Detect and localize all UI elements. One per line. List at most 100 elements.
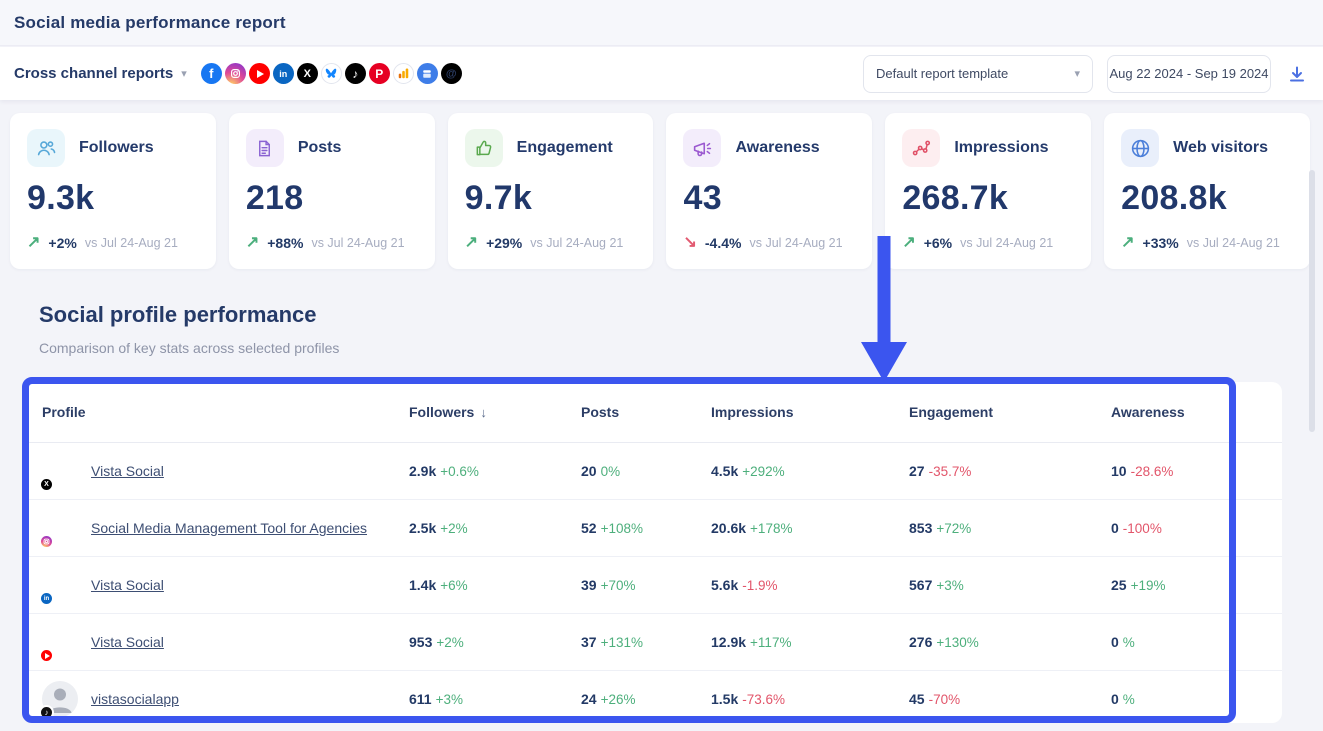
- column-header-posts[interactable]: Posts: [581, 404, 620, 420]
- column-header-followers[interactable]: Followers ↓: [409, 404, 487, 420]
- column-header-engagement[interactable]: Engagement: [909, 404, 994, 420]
- posts-icon: [245, 129, 284, 167]
- cross-channel-reports-dropdown[interactable]: Cross channel reports ▾: [14, 65, 187, 82]
- top-bar: Social media performance report: [0, 0, 1323, 46]
- youtube-icon[interactable]: [248, 63, 270, 84]
- report-template-select[interactable]: Default report template ▾: [863, 54, 1093, 93]
- avatar: ♪: [39, 681, 78, 720]
- avatar: [39, 624, 78, 663]
- stat-label: Awareness: [735, 139, 820, 156]
- awareness-icon: [683, 129, 722, 167]
- section-title: Social profile performance: [39, 302, 317, 327]
- download-icon: [1290, 66, 1304, 81]
- tiktok-badge-icon: ♪: [39, 705, 54, 720]
- web-visitors-icon: [1121, 129, 1160, 167]
- stat-compare: vs Jul 24-Aug 21: [749, 236, 843, 250]
- facebook-icon[interactable]: f: [200, 63, 222, 84]
- impressions-icon: [902, 129, 941, 167]
- stat-compare: vs Jul 24-Aug 21: [84, 236, 178, 250]
- linkedin-icon[interactable]: in: [272, 63, 294, 84]
- avatar: [39, 510, 78, 549]
- stat-value: 43: [683, 179, 722, 217]
- engagement-icon: [464, 129, 503, 167]
- stat-change: -4.4%: [704, 235, 742, 251]
- instagram-icon[interactable]: [224, 63, 246, 84]
- stat-label: Posts: [297, 139, 342, 156]
- download-report-button[interactable]: [1285, 62, 1309, 86]
- profile-link[interactable]: vistasocialapp: [91, 691, 179, 707]
- stat-card-followers: Followers 9.3k ↗ +2% vs Jul 24-Aug 21: [10, 113, 216, 269]
- table-row: X Vista Social 2.9k +0.6% 20 0% 4.5k +292% …: [26, 443, 1282, 500]
- stat-compare: vs Jul 24-Aug 21: [311, 236, 405, 250]
- trend-up-icon: ↗: [464, 234, 479, 251]
- google-analytics-icon[interactable]: [392, 63, 414, 84]
- stat-change: +29%: [486, 235, 523, 251]
- stat-change: +6%: [923, 235, 953, 251]
- table-row: Social Media Management Tool for Agencie…: [26, 500, 1282, 557]
- stat-compare: vs Jul 24-Aug 21: [530, 236, 624, 250]
- cross-channel-reports-label: Cross channel reports: [14, 65, 174, 82]
- stat-cards: Followers 9.3k ↗ +2% vs Jul 24-Aug 21 Po…: [10, 113, 1310, 269]
- stat-label: Followers: [79, 139, 154, 156]
- youtube-badge-icon: [39, 648, 54, 663]
- profile-link[interactable]: Vista Social: [91, 463, 164, 479]
- x-badge-icon: X: [39, 477, 54, 492]
- stat-value: 268.7k: [902, 179, 1009, 217]
- trend-up-icon: ↗: [27, 234, 41, 251]
- profile-link[interactable]: Vista Social: [91, 634, 164, 650]
- channel-icon-list: f in X ♪ P @: [200, 63, 462, 84]
- trend-up-icon: ↗: [1121, 234, 1135, 251]
- chevron-down-icon: ▾: [181, 68, 187, 80]
- stat-card-posts: Posts 218 ↗ +88% vs Jul 24-Aug 21: [228, 113, 435, 269]
- toolbar-right: Default report template ▾ Aug 22 2024 - …: [863, 54, 1309, 93]
- stat-card-impressions: Impressions 268.7k ↗ +6% vs Jul 24-Aug 2…: [885, 113, 1092, 269]
- social-profile-performance-table: Profile Followers ↓ Posts Impressions Eng…: [26, 382, 1282, 723]
- stat-compare: vs Jul 24-Aug 21: [960, 236, 1054, 250]
- table-row: Vista Social 953 +2% 37 +131% 12.9k +117% 2…: [26, 614, 1282, 671]
- stat-card-engagement: Engagement 9.7k ↗ +29% vs Jul 24-Aug 21: [447, 113, 654, 269]
- column-header-awareness[interactable]: Awareness: [1111, 404, 1185, 420]
- stat-value: 208.8k: [1121, 179, 1227, 217]
- stat-compare: vs Jul 24-Aug 21: [1186, 236, 1280, 250]
- profile-link[interactable]: Vista Social: [91, 577, 164, 593]
- google-business-icon[interactable]: [416, 63, 438, 84]
- stat-label: Impressions: [954, 139, 1049, 156]
- stat-card-web-visitors: Web visitors 208.8k ↗ +33% vs Jul 24-Aug…: [1104, 113, 1310, 269]
- stat-card-awareness: Awareness 43 ↘ -4.4% vs Jul 24-Aug 21: [666, 113, 873, 269]
- table-header-row: Profile Followers ↓ Posts Impressions Eng…: [26, 382, 1282, 443]
- report-toolbar: Cross channel reports ▾ f in X ♪ P @: [0, 47, 1323, 100]
- stat-change: +2%: [48, 235, 77, 251]
- table-row: in Vista Social 1.4k +6% 39 +70% 5.6k -1.9%…: [26, 557, 1282, 614]
- stat-change: +33%: [1142, 235, 1179, 251]
- profile-link[interactable]: Social Media Management Tool for Agencie…: [91, 520, 368, 536]
- pinterest-icon[interactable]: P: [368, 63, 390, 84]
- instagram-badge-icon: [39, 534, 54, 549]
- trend-up-icon: ↗: [245, 234, 260, 251]
- tiktok-icon[interactable]: ♪: [344, 63, 366, 84]
- bluesky-icon[interactable]: [320, 63, 342, 84]
- trend-up-icon: ↗: [902, 234, 916, 251]
- avatar: in: [39, 567, 78, 606]
- sort-desc-icon: ↓: [480, 404, 487, 420]
- threads-icon[interactable]: @: [440, 63, 462, 84]
- stat-label: Web visitors: [1173, 139, 1268, 156]
- stat-change: +88%: [267, 235, 304, 251]
- x-icon[interactable]: X: [296, 63, 318, 84]
- stat-value: 218: [245, 179, 304, 217]
- column-header-profile[interactable]: Profile: [42, 404, 86, 420]
- section-subtitle: Comparison of key stats across selected …: [39, 340, 340, 356]
- date-range-picker[interactable]: Aug 22 2024 - Sep 19 2024: [1107, 54, 1271, 93]
- stat-value: 9.3k: [27, 179, 95, 217]
- avatar: X: [39, 453, 78, 492]
- page-title: Social media performance report: [14, 12, 286, 32]
- linkedin-badge-icon: in: [39, 591, 54, 606]
- trend-down-icon: ↘: [683, 234, 697, 251]
- column-header-impressions[interactable]: Impressions: [711, 404, 794, 420]
- stat-label: Engagement: [516, 139, 613, 156]
- vertical-scrollbar[interactable]: [1309, 170, 1315, 432]
- followers-icon: [27, 129, 65, 167]
- chevron-down-icon: ▾: [1074, 68, 1080, 80]
- stat-value: 9.7k: [464, 179, 533, 217]
- table-row: ♪ vistasocialapp 611 +3% 24 +26% 1.5k -73.6…: [26, 671, 1282, 723]
